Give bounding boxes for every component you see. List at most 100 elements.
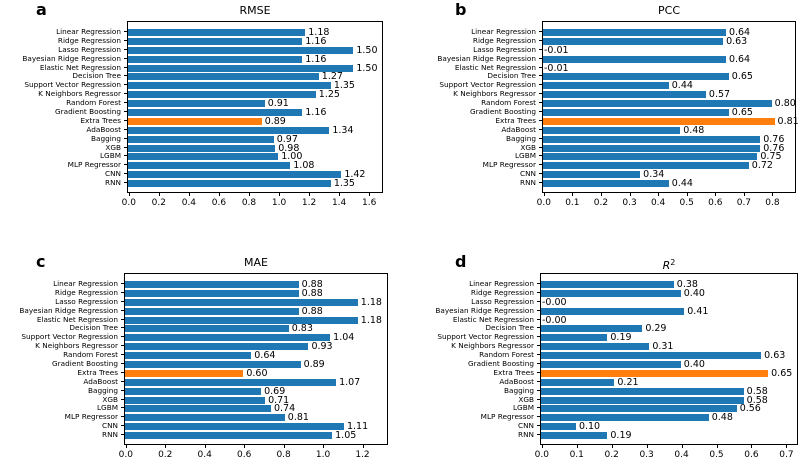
category-label-decision-tree: Decision Tree [485,323,534,333]
y-tick-mark [121,300,124,302]
y-tick-mark [121,389,124,391]
x-tick-label: 0.5 [679,198,694,208]
x-tick-mark [611,445,613,448]
x-tick-label: 1.0 [271,198,287,208]
y-tick-mark [124,173,127,175]
x-tick-mark [218,193,220,196]
y-tick-mark [537,300,540,302]
category-label-lgbm: LGBM [96,403,118,413]
y-tick-mark [537,318,540,320]
y-tick-mark [537,354,540,356]
y-tick-mark [124,57,127,59]
y-tick-mark [539,102,542,104]
value-label-xgb: 0.58 [746,394,768,406]
y-tick-mark [124,48,127,50]
x-tick-mark [629,193,631,196]
value-label-random-forest: 0.64 [254,350,276,362]
x-tick-label: 0.8 [276,450,291,460]
y-tick-mark [539,146,542,148]
y-tick-mark [537,398,540,400]
category-label-mlp-regressor: MLP Regressor [480,412,534,422]
plot-area: 1.18 1.16 1.50 1.16 1.50 1.27 1.35 1.25 0.91 1.16… [127,21,383,193]
category-label-lasso-regression: Lasso Regression [473,44,536,54]
y-tick-mark [124,146,127,148]
x-tick-mark [658,193,660,196]
x-tick-label: 0.6 [211,198,227,208]
value-label-decision-tree: 0.65 [731,71,753,83]
y-tick-mark [121,425,124,427]
value-label-decision-tree: 0.29 [645,323,667,335]
value-label-decision-tree: 0.83 [291,323,313,335]
value-label-bayesian-ridge-regression: 0.41 [687,305,709,317]
chart-title-mae: MAE [244,256,268,269]
value-label-decision-tree: 1.27 [321,71,343,83]
bar-random-forest [541,352,762,360]
y-tick-mark [121,407,124,409]
x-tick-label: 0.4 [181,198,197,208]
value-label-elastic-net-regression: -0.01 [544,62,569,74]
value-label-gradient-boosting: 0.40 [683,358,705,370]
y-tick-mark [121,371,124,373]
y-tick-mark [537,282,540,284]
value-label-cnn: 1.11 [346,421,369,433]
value-label-mlp-regressor: 0.72 [751,160,773,172]
y-tick-mark [124,164,127,166]
category-label-k-neighbors-regressor: K Neighbors Regressor [453,89,536,99]
x-tick-mark [244,445,246,448]
y-tick-mark [539,57,542,59]
value-label-elastic-net-regression: -0.00 [542,314,567,326]
category-label-adaboost: AdaBoost [501,124,536,134]
bar-extra-trees [541,369,769,377]
value-label-ridge-regression: 0.63 [726,35,748,47]
value-label-rnn: 1.05 [335,430,357,442]
y-tick-mark [124,182,127,184]
y-tick-mark [537,434,540,436]
category-label-support-vector-regression: Support Vector Regression [437,332,534,342]
bar-bagging [125,387,262,395]
category-label-mlp-regressor: MLP Regressor [482,160,536,170]
value-label-bagging: 0.97 [276,133,298,145]
y-tick-mark [124,128,127,130]
bar-lasso-regression [125,298,358,306]
value-label-ridge-regression: 1.16 [305,35,327,47]
x-tick-mark [165,445,167,448]
bar-rnn [543,180,669,188]
bar-bayesian-ridge-regression [125,307,299,315]
bar-cnn [543,171,641,179]
category-label-cnn: CNN [519,169,536,179]
category-label-bayesian-ridge-regression: Bayesian Ridge Regression [22,53,121,63]
category-label-random-forest: Random Forest [66,98,121,108]
value-label-linear-regression: 1.18 [308,26,330,38]
y-tick-mark [121,380,124,382]
category-label-lasso-regression: Lasso Regression [55,296,118,306]
y-tick-mark [124,137,127,139]
x-tick-label: 0.2 [593,198,609,208]
bar-bagging [128,135,274,143]
category-label-bagging: Bagging [503,385,534,395]
y-tick-mark [124,75,127,77]
x-tick-mark [715,193,717,196]
x-tick-label: 0.1 [565,198,580,208]
bar-elastic-net-regression [128,64,354,72]
category-label-rnn: RNN [520,178,536,188]
value-label-gradient-boosting: 1.16 [305,106,327,118]
bar-mlp-regressor [125,414,285,422]
y-tick-mark [124,39,127,41]
chart-title-r-squared: R2 [662,258,676,272]
value-label-support-vector-regression: 1.35 [333,80,355,92]
value-label-lgbm: 0.56 [739,403,761,415]
bar-cnn [125,423,344,431]
value-label-extra-trees: 0.89 [264,115,286,127]
y-tick-mark [539,30,542,32]
category-label-extra-trees: Extra Trees [80,115,121,125]
value-label-linear-regression: 0.64 [728,26,751,38]
category-label-extra-trees: Extra Trees [495,115,536,125]
category-label-k-neighbors-regressor: K Neighbors Regressor [35,341,118,351]
y-tick-mark [124,102,127,104]
bar-cnn [541,423,576,431]
y-tick-mark [121,309,124,311]
value-label-k-neighbors-regressor: 0.93 [311,341,333,353]
category-label-bayesian-ridge-regression: Bayesian Ridge Regression [19,305,118,315]
x-tick-label: 0.8 [765,198,780,208]
value-label-lgbm: 0.75 [760,151,782,163]
